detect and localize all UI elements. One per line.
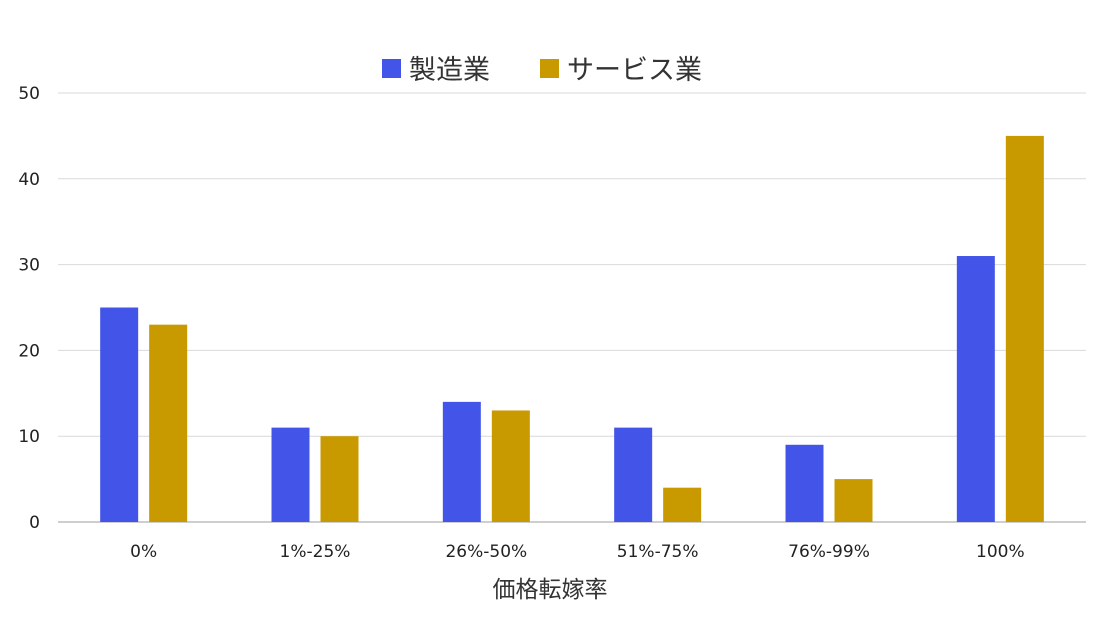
legend-label-service: サービス業 — [567, 55, 702, 86]
bar-service-5 — [1005, 135, 1044, 522]
y-tick-label: 40 — [18, 170, 40, 190]
y-tick-label: 20 — [18, 341, 40, 361]
x-axis-title: 価格転嫁率 — [493, 577, 608, 603]
bar-manufacturing-4 — [785, 444, 824, 522]
legend-label-manufacturing: 製造業 — [409, 55, 490, 86]
x-tick-label: 1%-25% — [280, 542, 351, 562]
x-axis-ticks: 0% 1%-25% 26%-50% 51%-75% 76%-99% 100% — [130, 542, 1024, 562]
bar-manufacturing-0 — [100, 307, 139, 522]
bar-manufacturing-2 — [442, 401, 481, 522]
legend: 製造業 サービス業 — [382, 55, 702, 86]
gridlines — [58, 92, 1086, 523]
y-axis-ticks: 0 10 20 30 40 50 — [18, 84, 40, 533]
x-tick-label: 51%-75% — [617, 542, 699, 562]
y-tick-label: 50 — [18, 84, 40, 104]
y-tick-label: 10 — [18, 427, 40, 447]
x-tick-label: 76%-99% — [788, 542, 870, 562]
bar-manufacturing-3 — [614, 427, 653, 522]
x-tick-label: 100% — [976, 542, 1025, 562]
y-tick-label: 30 — [18, 256, 40, 276]
legend-swatch-service — [540, 59, 559, 78]
bar-service-3 — [663, 487, 702, 522]
legend-swatch-manufacturing — [382, 59, 401, 78]
bar-service-1 — [320, 436, 359, 522]
bar-service-4 — [834, 479, 873, 522]
bars — [100, 135, 1044, 522]
x-tick-label: 0% — [130, 542, 157, 562]
x-tick-label: 26%-50% — [445, 542, 527, 562]
bar-manufacturing-1 — [271, 427, 310, 522]
bar-manufacturing-5 — [956, 256, 995, 522]
bar-service-2 — [491, 410, 530, 522]
bar-service-0 — [149, 324, 188, 522]
y-tick-label: 0 — [29, 513, 40, 533]
